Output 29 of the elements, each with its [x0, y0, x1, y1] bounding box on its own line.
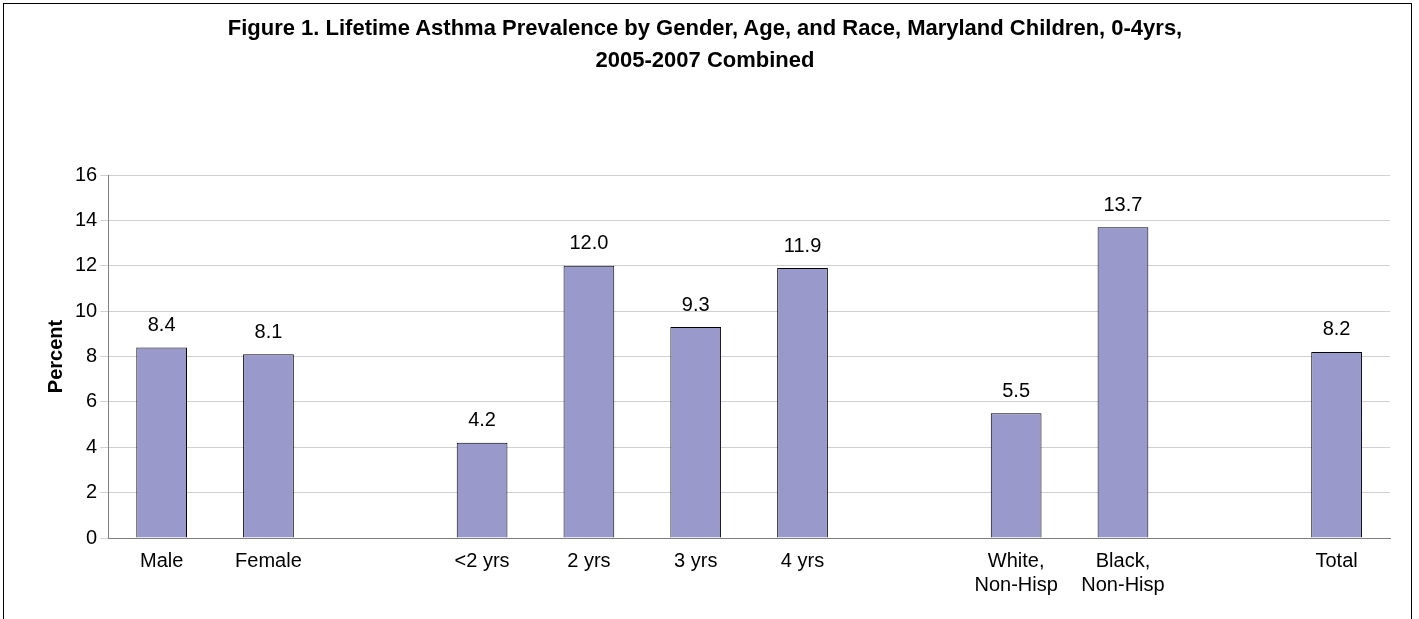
- x-tick-label: 3 yrs: [674, 548, 718, 571]
- data-label: 9.3: [681, 292, 710, 315]
- y-tick-label: 16: [75, 162, 98, 185]
- data-label: 8.2: [1322, 317, 1351, 340]
- y-tick-label: 10: [75, 298, 98, 321]
- x-tick-label: 4 yrs: [780, 548, 825, 571]
- y-tick-label: 14: [75, 207, 98, 230]
- x-tick-label: 2 yrs: [567, 548, 611, 571]
- y-tick-label: 4: [86, 434, 98, 457]
- data-label: 13.7: [1103, 192, 1143, 215]
- y-tick-label: 8: [86, 344, 98, 367]
- x-tick-label: <2 yrs: [454, 548, 510, 571]
- y-tick-label: 0: [86, 525, 98, 548]
- x-tick-label: Male: [139, 548, 184, 571]
- data-label: 5.5: [1002, 378, 1031, 401]
- data-label: 8.1: [254, 319, 283, 342]
- data-label: 12.0: [569, 231, 609, 254]
- chart-title: Figure 1. Lifetime Asthma Prevalence by Gender, Age, and Race, Maryland Children, 0-4yrs, 2005-2007 Combined: [226, 14, 1184, 74]
- y-axis-title: Percent: [43, 319, 66, 394]
- x-tick-label: Black, Non-Hisp: [1081, 548, 1165, 595]
- y-tick-label: 2: [86, 480, 98, 503]
- data-label: 11.9: [783, 233, 822, 256]
- x-tick-label: White, Non-Hisp: [974, 548, 1058, 595]
- x-tick-label: Total: [1315, 548, 1358, 571]
- y-tick-label: 12: [75, 253, 98, 276]
- x-tick-label: Female: [235, 548, 302, 571]
- y-tick-label: 6: [86, 389, 98, 412]
- data-label: 4.2: [468, 408, 496, 431]
- data-label: 8.4: [147, 312, 176, 335]
